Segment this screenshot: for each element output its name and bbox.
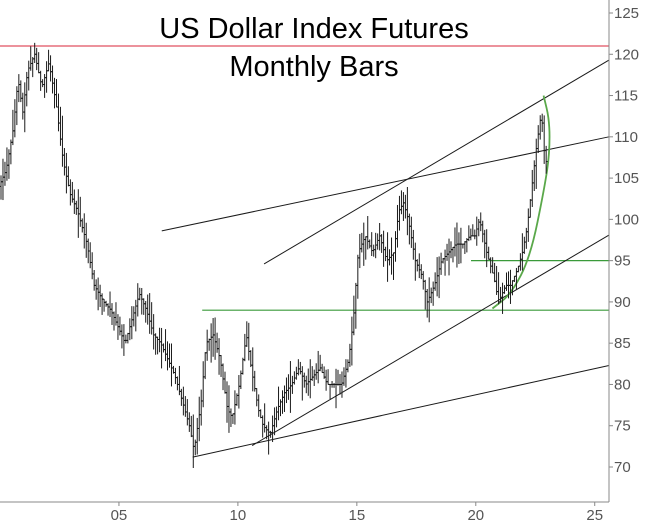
x-tick-label: 10 [230, 507, 247, 524]
y-tick-label: 105 [614, 170, 639, 187]
trendline [251, 234, 610, 446]
price-bars [0, 42, 548, 469]
y-tick-label: 90 [614, 294, 631, 311]
y-tick-label: 115 [614, 88, 638, 105]
x-tick-labels: 05 10 15 20 25 [111, 502, 603, 524]
y-tick-label: 110 [614, 129, 638, 146]
y-tick-labels: 70 75 80 85 90 95 100 105 110 115 120 125 [609, 5, 639, 476]
x-tick-label: 15 [348, 507, 365, 524]
annotation-layer [0, 45, 610, 458]
x-tick-label: 20 [467, 507, 484, 524]
ohlc-bar [544, 145, 548, 174]
trendline [192, 364, 610, 458]
y-tick-label: 70 [614, 459, 631, 476]
axes [0, 0, 610, 503]
y-tick-label: 85 [614, 335, 631, 352]
y-tick-label: 100 [614, 211, 639, 228]
x-tick-label: 25 [586, 507, 603, 524]
y-tick-label: 120 [614, 46, 639, 63]
x-tick-label: 05 [111, 507, 128, 524]
y-tick-label: 95 [614, 253, 631, 270]
trendline [161, 136, 610, 232]
y-tick-label: 125 [614, 5, 639, 22]
y-tick-label: 75 [614, 418, 631, 435]
trendline [263, 59, 610, 265]
parabolic-curve [491, 95, 551, 310]
chart-title: US Dollar Index Futures [159, 13, 468, 45]
chart-subtitle: Monthly Bars [229, 51, 398, 83]
y-tick-label: 80 [614, 376, 631, 393]
